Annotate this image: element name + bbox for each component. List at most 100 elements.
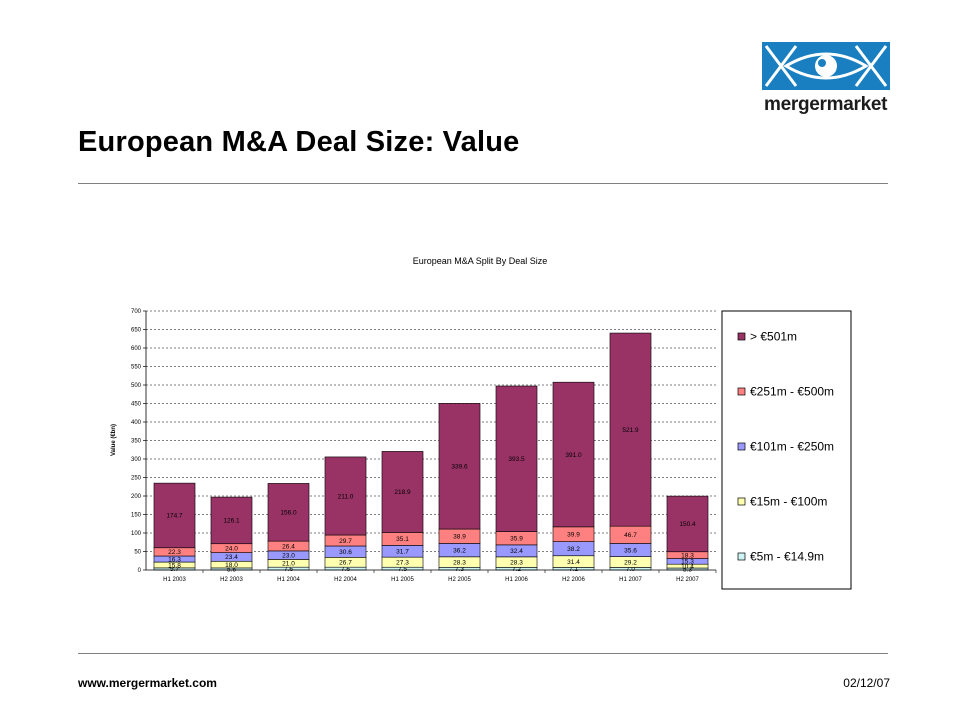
x-tick-label: H2 2005: [448, 577, 471, 583]
data-label: 35.9: [510, 536, 523, 543]
bar-segment: [609, 332, 652, 527]
y-tick-label: 550: [131, 365, 142, 371]
x-tick-label: H2 2003: [220, 577, 243, 583]
x-tick-label: H1 2004: [277, 577, 300, 583]
data-label: 24.0: [225, 545, 238, 552]
data-label: 23.4: [225, 554, 238, 561]
y-tick-label: 650: [131, 328, 142, 334]
data-label: 38.9: [453, 534, 466, 541]
data-label: 339.6: [451, 464, 468, 471]
y-tick-label: 450: [131, 402, 142, 408]
y-tick-label: 250: [131, 476, 142, 482]
data-label: 46.7: [624, 532, 637, 539]
data-label: 7.6: [341, 566, 350, 573]
mergermarket-logo: mergermarket: [762, 42, 890, 120]
data-label: 31.4: [567, 559, 580, 566]
x-tick-label: H2 2007: [676, 577, 699, 583]
x-tick-label: H2 2006: [562, 577, 585, 583]
data-label: 23.0: [282, 552, 295, 559]
y-tick-label: 400: [131, 420, 142, 426]
bar-segment: [210, 496, 253, 545]
data-label: 15.3: [681, 559, 694, 566]
y-tick-label: 0: [138, 568, 142, 574]
legend-swatch: [737, 497, 746, 506]
data-label: 174.7: [166, 513, 183, 520]
legend-swatch: [737, 332, 746, 341]
legend-label: €101m - €250m: [750, 440, 834, 454]
legend-label: €5m - €14.9m: [750, 550, 824, 564]
footer-url: www.mergermarket.com: [78, 676, 217, 690]
y-tick-label: 350: [131, 439, 142, 445]
data-label: 211.0: [338, 493, 354, 500]
logo-eye-icon: [762, 42, 890, 90]
bar-segment: [324, 456, 367, 536]
data-label: 7.2: [512, 566, 521, 573]
y-tick-label: 500: [131, 383, 142, 389]
x-tick-label: H2 2004: [334, 577, 357, 583]
data-label: 32.4: [510, 548, 523, 555]
legend-swatch: [737, 552, 746, 561]
legend-label: €15m - €100m: [750, 495, 827, 509]
data-label: 7.5: [398, 566, 407, 573]
x-tick-label: H1 2007: [619, 577, 642, 583]
y-tick-label: 50: [134, 550, 141, 556]
data-label: 26.4: [282, 543, 295, 550]
data-label: 21.0: [282, 561, 295, 568]
data-label: 15.8: [168, 562, 181, 569]
x-tick-label: H1 2005: [391, 577, 414, 583]
bar-segment: [552, 381, 595, 528]
data-label: 7.3: [455, 566, 464, 573]
data-label: 27.3: [396, 559, 409, 566]
legend-label: €251m - €500m: [750, 385, 834, 399]
data-label: 16.3: [168, 556, 181, 563]
chart-title: European M&A Split By Deal Size: [413, 256, 548, 266]
legend-label: > €501m: [750, 330, 797, 344]
data-label: 28.3: [510, 559, 523, 566]
page-title: European M&A Deal Size: Value: [78, 126, 520, 158]
data-label: 126.1: [223, 518, 240, 525]
data-label: 218.9: [394, 489, 411, 496]
data-label: 29.2: [624, 559, 637, 566]
y-tick-label: 700: [131, 309, 142, 315]
bottom-divider: [78, 653, 888, 654]
bar-segment: [495, 385, 538, 532]
data-label: 521.9: [622, 427, 639, 434]
data-label: 26.7: [339, 560, 352, 567]
data-label: 31.7: [396, 549, 409, 556]
data-label: 39.9: [567, 532, 580, 539]
data-label: 7.0: [626, 566, 635, 573]
top-divider: [78, 183, 888, 184]
data-label: 18.3: [681, 552, 694, 559]
y-tick-label: 100: [131, 531, 142, 537]
footer-date: 02/12/07: [843, 676, 890, 690]
data-label: 10.4: [681, 563, 694, 570]
data-label: 30.6: [339, 549, 352, 556]
data-label: 29.7: [339, 538, 352, 545]
legend-swatch: [737, 387, 746, 396]
bar-segment: [381, 451, 424, 533]
bar-segment: [153, 482, 196, 549]
y-tick-label: 150: [131, 513, 142, 519]
bar-segment: [438, 403, 481, 530]
bar-segment: [267, 483, 310, 542]
data-label: 22.3: [168, 549, 181, 556]
data-label: 391.0: [565, 452, 582, 459]
x-tick-label: H1 2003: [163, 577, 186, 583]
y-tick-label: 200: [131, 494, 142, 500]
data-label: 156.0: [280, 510, 297, 517]
y-tick-label: 300: [131, 457, 142, 463]
data-label: 393.5: [508, 456, 525, 463]
data-label: 7.1: [569, 566, 578, 573]
data-label: 7.6: [284, 566, 293, 573]
x-tick-label: H1 2006: [505, 577, 528, 583]
data-label: 36.2: [453, 547, 466, 554]
logo-wordmark: mergermarket: [764, 94, 888, 115]
y-tick-label: 600: [131, 346, 142, 352]
data-label: 28.3: [453, 559, 466, 566]
legend-swatch: [737, 442, 746, 451]
bar-segment: [666, 495, 709, 553]
data-label: 35.6: [624, 547, 637, 554]
data-label: 38.2: [567, 546, 580, 553]
data-label: 18.0: [225, 562, 238, 569]
